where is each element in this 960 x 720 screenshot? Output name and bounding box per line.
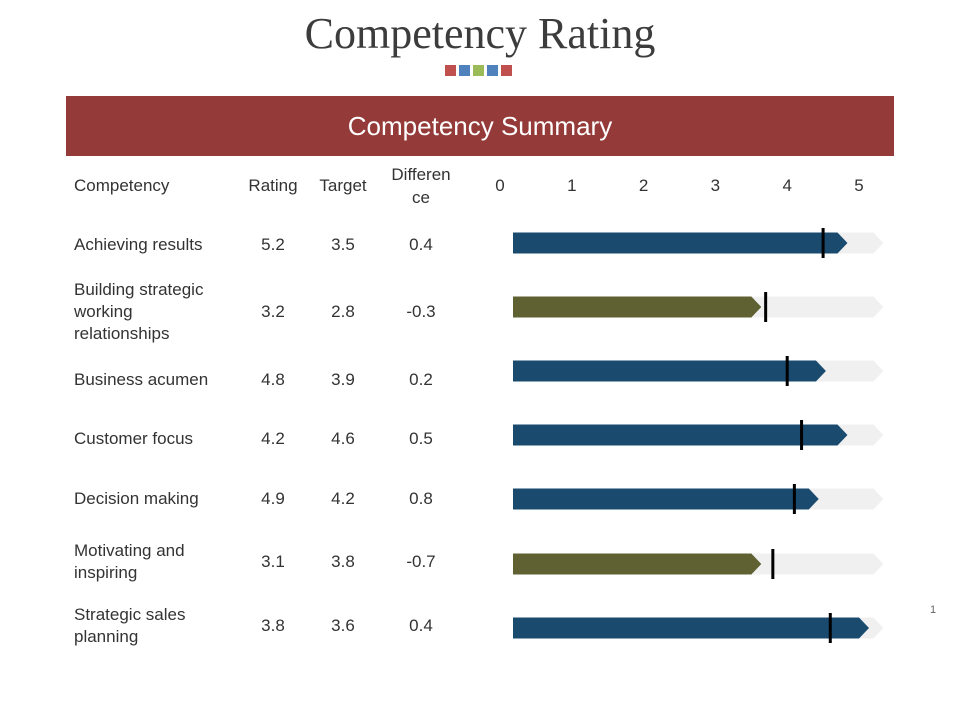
summary-banner: Competency Summary (66, 96, 894, 156)
row-target: 3.9 (331, 370, 355, 389)
row-target: 3.8 (331, 552, 355, 571)
rating-bar (513, 232, 848, 254)
target-marker (800, 420, 804, 450)
x-tick-label: 4 (782, 176, 791, 195)
row-difference: 0.2 (409, 370, 433, 389)
rating-bar (513, 553, 762, 575)
header-target: Target (319, 176, 367, 195)
target-marker (764, 292, 768, 322)
rating-bar (513, 424, 848, 446)
row-target: 2.8 (331, 302, 355, 321)
row-target: 4.2 (331, 489, 355, 508)
row-difference: 0.4 (409, 616, 433, 635)
target-marker (785, 356, 789, 386)
x-tick-label: 5 (854, 176, 863, 195)
row-rating: 3.2 (261, 302, 285, 321)
x-tick-label: 3 (711, 176, 720, 195)
target-marker (792, 484, 796, 514)
accent-square (445, 65, 456, 76)
rating-bar (513, 360, 826, 382)
row-competency: Customer focus (74, 429, 194, 448)
row-target: 3.5 (331, 235, 355, 254)
rating-bar (513, 617, 869, 639)
rating-bar (513, 296, 762, 318)
accent-square (459, 65, 470, 76)
row-rating: 5.2 (261, 235, 285, 254)
accent-square (501, 65, 512, 76)
target-marker (771, 549, 775, 579)
row-competency: Strategic sales planning (74, 605, 186, 646)
header-difference: Differen ce (391, 165, 451, 207)
row-target: 3.6 (331, 616, 355, 635)
row-difference: -0.3 (406, 302, 436, 321)
row-rating: 3.8 (261, 616, 285, 635)
accent-square (487, 65, 498, 76)
row-competency: Achieving results (74, 235, 203, 254)
row-difference: -0.7 (406, 552, 436, 571)
accent-square (473, 65, 484, 76)
row-rating: 4.9 (261, 489, 285, 508)
x-tick-label: 0 (495, 176, 504, 195)
row-difference: 0.5 (409, 429, 433, 448)
x-tick-label: 2 (639, 176, 648, 195)
rating-bar (513, 488, 819, 510)
row-rating: 3.1 (261, 552, 285, 571)
target-marker (828, 613, 832, 643)
row-competency: Business acumen (74, 370, 209, 389)
row-competency: Motivating and inspiring (74, 541, 185, 582)
row-difference: 0.4 (409, 235, 433, 254)
row-rating: 4.8 (261, 370, 285, 389)
target-marker (821, 228, 825, 258)
row-difference: 0.8 (409, 489, 433, 508)
x-tick-label: 1 (567, 176, 576, 195)
page-title: Competency Rating (304, 9, 656, 58)
row-competency: Building strategic working relationships (74, 280, 204, 343)
header-rating: Rating (248, 176, 298, 195)
row-competency: Decision making (74, 489, 199, 508)
title-accent-squares (445, 65, 512, 76)
header-competency: Competency (74, 176, 170, 195)
row-rating: 4.2 (261, 429, 285, 448)
row-target: 4.6 (331, 429, 355, 448)
page-number: 1 (930, 604, 937, 616)
